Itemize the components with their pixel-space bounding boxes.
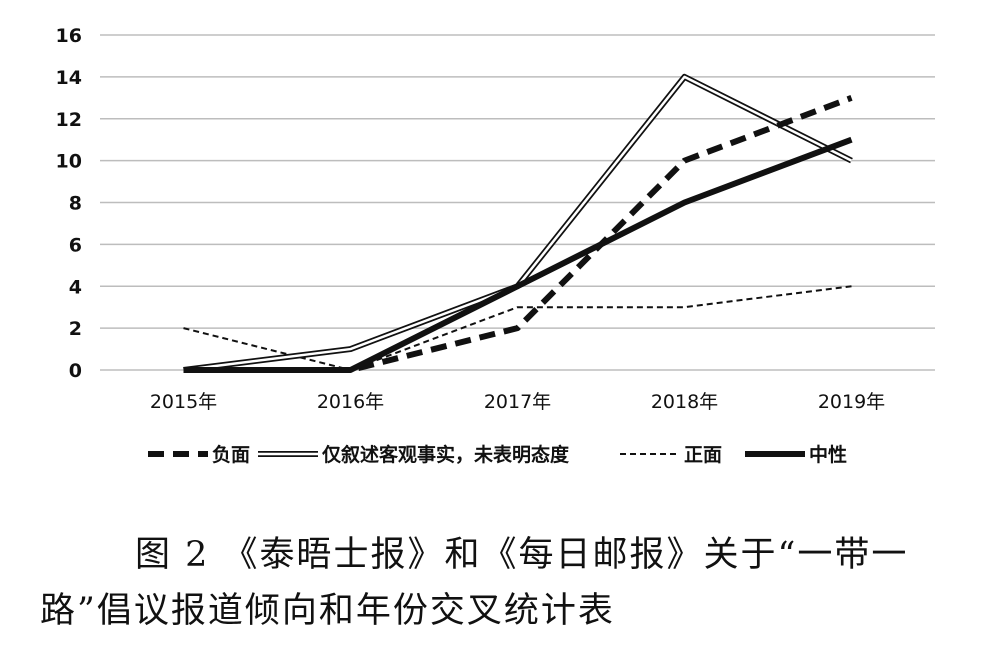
y-tick-label: 0	[69, 360, 82, 382]
legend-item: 负面	[148, 443, 250, 466]
y-tick-label: 12	[56, 109, 82, 131]
y-tick-label: 2	[69, 318, 82, 340]
x-tick-label: 2016年	[317, 391, 384, 413]
x-axis-ticks: 2015年 2016年 2017年 2018年 2019年	[150, 391, 885, 413]
y-tick-label: 8	[69, 193, 82, 215]
figure-caption-line-2: 路”倡议报道倾向和年份交叉统计表	[40, 591, 615, 631]
series-line-0	[183, 95, 853, 373]
series-lines	[183, 73, 853, 373]
x-tick-label: 2019年	[818, 391, 885, 413]
y-tick-label: 10	[56, 151, 82, 173]
legend-label: 正面	[684, 444, 722, 466]
y-tick-label: 6	[69, 234, 82, 256]
legend-label: 仅叙述客观事实，未表明态度	[321, 443, 570, 466]
figure-caption-line-1: 图 2 《泰晤士报》和《每日邮报》关于“一带一	[135, 535, 909, 575]
y-axis-ticks: 0 2 4 6 8 10 12 14 16	[56, 25, 82, 382]
series-stroke	[183, 95, 853, 373]
x-tick-label: 2015年	[150, 391, 217, 413]
series-stroke	[183, 136, 853, 373]
legend-item: 仅叙述客观事实，未表明态度	[258, 443, 570, 466]
legend: 负面 仅叙述客观事实，未表明态度 正面 中性	[148, 443, 847, 466]
legend-item: 中性	[745, 443, 847, 466]
legend-label: 负面	[212, 443, 250, 466]
legend-item: 正面	[620, 444, 722, 466]
x-tick-label: 2017年	[484, 391, 551, 413]
y-tick-label: 14	[56, 67, 82, 89]
y-tick-label: 16	[56, 25, 82, 47]
grid-lines	[100, 34, 935, 371]
series-line-3	[183, 136, 853, 373]
legend-label: 中性	[809, 443, 847, 466]
x-tick-label: 2018年	[651, 391, 718, 413]
y-tick-label: 4	[69, 276, 82, 298]
